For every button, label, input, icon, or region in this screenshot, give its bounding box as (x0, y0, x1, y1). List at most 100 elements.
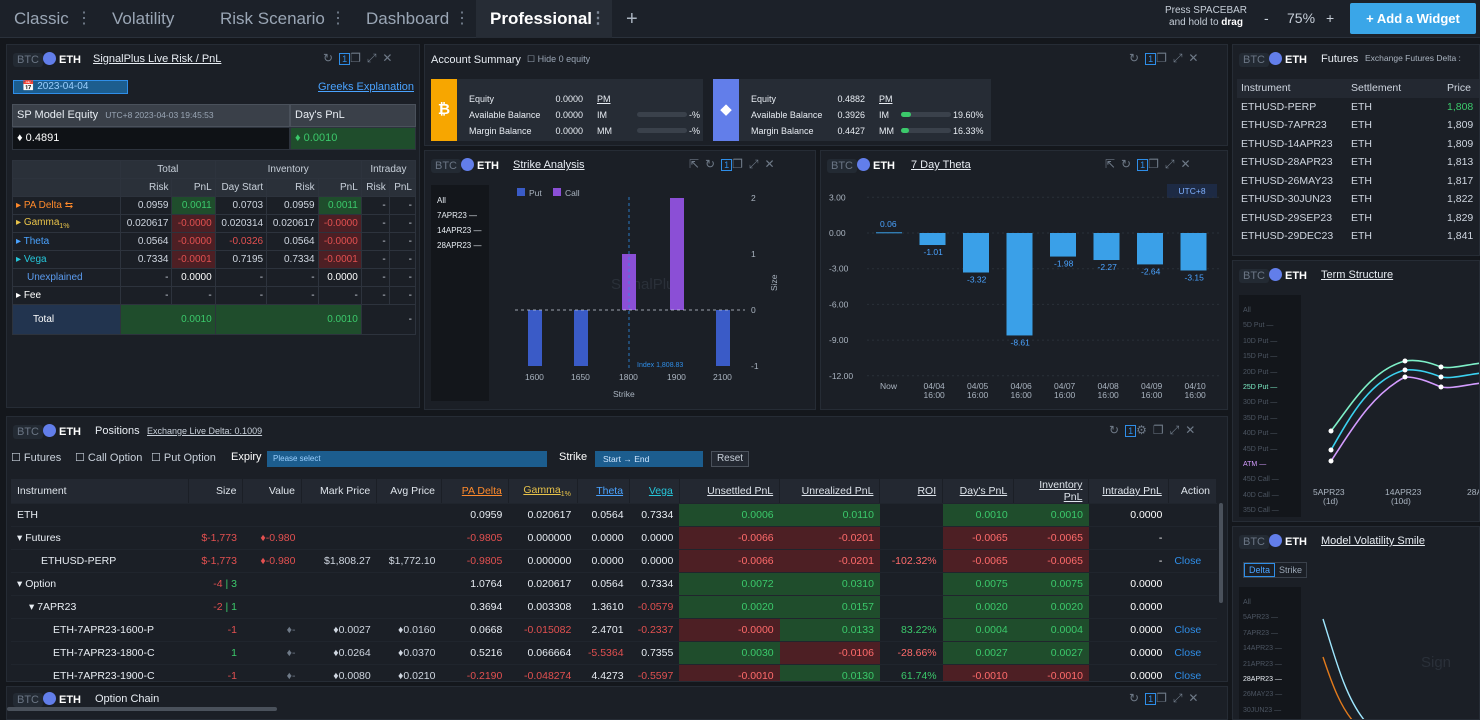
panel-controls[interactable]: ↻ 1 ⚙❐⤢✕ (1109, 423, 1202, 437)
expiry-item[interactable]: 28APR23 — (437, 241, 482, 250)
layout-icon[interactable]: 1 (721, 159, 733, 171)
risk-row-theta[interactable]: ▸ Theta 0.0564 -0.0000 -0.0326 0.0564 -0.000… (12, 232, 417, 251)
strike-range-input[interactable]: Start → End (595, 451, 703, 467)
eth-toggle[interactable]: ETH (461, 158, 499, 172)
layout-icon[interactable]: 1 (1125, 425, 1137, 437)
term-item[interactable]: 45D Put — (1243, 445, 1278, 453)
term-item[interactable]: 35D Call — (1243, 507, 1279, 515)
cell[interactable]: Close (1168, 549, 1217, 573)
smile-item[interactable]: 7APR23 — (1243, 629, 1279, 637)
panel-controls[interactable]: ↻ 1 ❐⤢✕ (1129, 51, 1205, 65)
cell[interactable]: Close (1168, 641, 1217, 665)
tab-volatility[interactable]: Volatility (98, 0, 206, 38)
eth-toggle[interactable]: ETH (1269, 268, 1307, 282)
eth-toggle[interactable]: ETH (43, 692, 81, 706)
term-item[interactable]: ATM — (1243, 461, 1267, 469)
date-picker[interactable]: 📅 2023-04-04 (13, 80, 128, 94)
term-item[interactable]: 45D Call — (1243, 476, 1279, 484)
futures-row[interactable]: ETHUSD-14APR23 ETH 1,809 (1237, 135, 1479, 154)
smile-item[interactable]: 26MAY23 — (1243, 691, 1283, 699)
zoom-out-button[interactable]: - (1264, 10, 1269, 26)
btc-toggle[interactable]: BTC (13, 425, 43, 439)
futures-row[interactable]: ETHUSD-7APR23 ETH 1,809 (1237, 116, 1479, 135)
strike-toggle[interactable]: Strike (1279, 565, 1303, 575)
expiry-item[interactable]: 14APR23 — (437, 226, 482, 235)
eth-toggle[interactable]: ETH (1269, 534, 1307, 548)
layout-icon[interactable]: 1 (1137, 159, 1149, 171)
eth-toggle[interactable]: ETH (1269, 52, 1307, 66)
column-header[interactable]: PA Delta (441, 479, 509, 504)
column-header[interactable]: Instrument (11, 479, 190, 504)
position-row[interactable]: ETH-7APR23-1600-P -1 ♦- ♦0.0027 ♦0.0160 0.066… (11, 618, 1217, 642)
column-header[interactable]: Unsettled PnL (679, 479, 781, 504)
risk-row-fee[interactable]: ▸ Fee ------- (12, 286, 417, 305)
table-scrollbar[interactable] (1219, 503, 1223, 603)
risk-row-gamma[interactable]: ▸ Gamma1% 0.020617 -0.0000 0.020314 0.02061… (12, 214, 417, 233)
smile-item[interactable]: 28APR23 — (1243, 676, 1282, 684)
tab-menu-icon[interactable]: ⋮ (454, 10, 470, 27)
btc-toggle[interactable]: BTC (1239, 535, 1269, 549)
smile-item[interactable]: 21APR23 — (1243, 660, 1282, 668)
risk-row-vega[interactable]: ▸ Vega 0.7334 -0.0001 0.7195 0.7334 -0.0001-… (12, 250, 417, 269)
cell[interactable]: Close (1168, 664, 1217, 681)
column-header[interactable]: ROI (879, 479, 944, 504)
tab-dashboard[interactable]: Dashboard ⋮ (352, 0, 476, 38)
panel-controls[interactable]: ↻ 1 ❐⤢✕ (1129, 691, 1205, 705)
hide-zero-checkbox[interactable]: ☐ Hide 0 equity (527, 54, 591, 64)
term-item[interactable]: 35D Put — (1243, 414, 1278, 422)
term-item[interactable]: 15D Put — (1243, 353, 1278, 361)
column-header[interactable]: Inventory PnL (1013, 479, 1090, 504)
position-row[interactable]: ▾ 7APR23 -2 | 1 0.3694 0.003308 1.3610 -0.057… (11, 595, 1217, 619)
expiry-select[interactable]: Please select (267, 451, 547, 467)
column-header[interactable]: Value (242, 479, 302, 504)
position-row[interactable]: ▾ Futures $-1,773 ♦-0.980 -0.9805 0.000000 0.… (11, 526, 1217, 550)
tab-menu-icon[interactable]: ⋮ (330, 10, 346, 27)
smile-item[interactable]: 14APR23 — (1243, 645, 1282, 653)
eth-toggle[interactable]: ETH (43, 52, 81, 66)
btc-toggle[interactable]: BTC (1239, 53, 1269, 67)
risk-row-pa-delta[interactable]: ▸ PA Delta ⇆ 0.0959 0.0011 0.0703 0.0959 0.0… (12, 196, 417, 215)
column-header[interactable]: Size (188, 479, 244, 504)
tab-menu-icon[interactable]: ⋮ (76, 10, 92, 27)
term-item[interactable]: 10D Put — (1243, 337, 1278, 345)
column-header[interactable]: Action (1168, 479, 1218, 504)
layout-icon[interactable]: 1 (339, 53, 351, 65)
smile-item[interactable]: 30JUN23 — (1243, 706, 1282, 714)
delta-toggle[interactable]: Delta (1244, 563, 1276, 577)
tab-menu-icon[interactable]: ⋮ (590, 10, 606, 27)
btc-toggle[interactable]: BTC (13, 693, 43, 707)
column-header[interactable]: Unrealized PnL (779, 479, 881, 504)
smile-item[interactable]: All (1243, 599, 1251, 606)
zoom-in-button[interactable]: + (1326, 10, 1335, 26)
greeks-explanation-link[interactable]: Greeks Explanation (318, 81, 414, 93)
eth-toggle[interactable]: ETH (857, 158, 895, 172)
add-widget-button[interactable]: + Add a Widget (1350, 3, 1476, 34)
column-header[interactable]: Vega (629, 479, 680, 504)
futures-row[interactable]: ETHUSD-PERP ETH 1,808 (1237, 98, 1479, 117)
tab-risk-scenario[interactable]: Risk Scenario ⋮ (206, 0, 352, 38)
column-header[interactable]: Day's PnL (942, 479, 1015, 504)
panel-controls[interactable]: ↻ 1 ❐⤢✕ (323, 51, 399, 65)
futures-row[interactable]: ETHUSD-30JUN23 ETH 1,822 (1237, 190, 1479, 209)
futures-row[interactable]: ETHUSD-28APR23 ETH 1,813 (1237, 153, 1479, 172)
column-header[interactable]: Gamma1% (508, 479, 578, 504)
term-item[interactable]: 25D Put — (1243, 384, 1278, 392)
expiry-item[interactable]: 7APR23 — (437, 211, 478, 220)
layout-icon[interactable]: 1 (1145, 53, 1157, 65)
btc-toggle[interactable]: BTC (827, 159, 857, 173)
expiry-item[interactable]: All (437, 196, 446, 205)
btc-toggle[interactable]: BTC (1239, 269, 1269, 283)
column-header[interactable]: Mark Price (301, 479, 378, 504)
position-row[interactable]: ETH-7APR23-1900-C -1 ♦- ♦0.0080 ♦0.0210 -0.21… (11, 664, 1217, 681)
layout-icon[interactable]: 1 (1145, 693, 1157, 705)
tab-classic[interactable]: Classic ⋮ (0, 0, 98, 38)
panel-controls[interactable]: ⇱↻ 1 ❐⤢✕ (689, 157, 781, 171)
term-item[interactable]: 40D Call — (1243, 491, 1279, 499)
btc-toggle[interactable]: BTC (431, 159, 461, 173)
column-header[interactable]: Theta (577, 479, 631, 504)
position-row[interactable]: ▾ Option -4 | 3 1.0764 0.020617 0.0564 0.7334… (11, 572, 1217, 596)
futures-row[interactable]: ETHUSD-29DEC23 ETH 1,841 (1237, 227, 1479, 246)
futures-row[interactable]: ETHUSD-26MAY23 ETH 1,817 (1237, 172, 1479, 191)
column-header[interactable]: Avg Price (376, 479, 442, 504)
panel-controls[interactable]: ⇱↻ 1 ❐⤢✕ (1105, 157, 1197, 171)
